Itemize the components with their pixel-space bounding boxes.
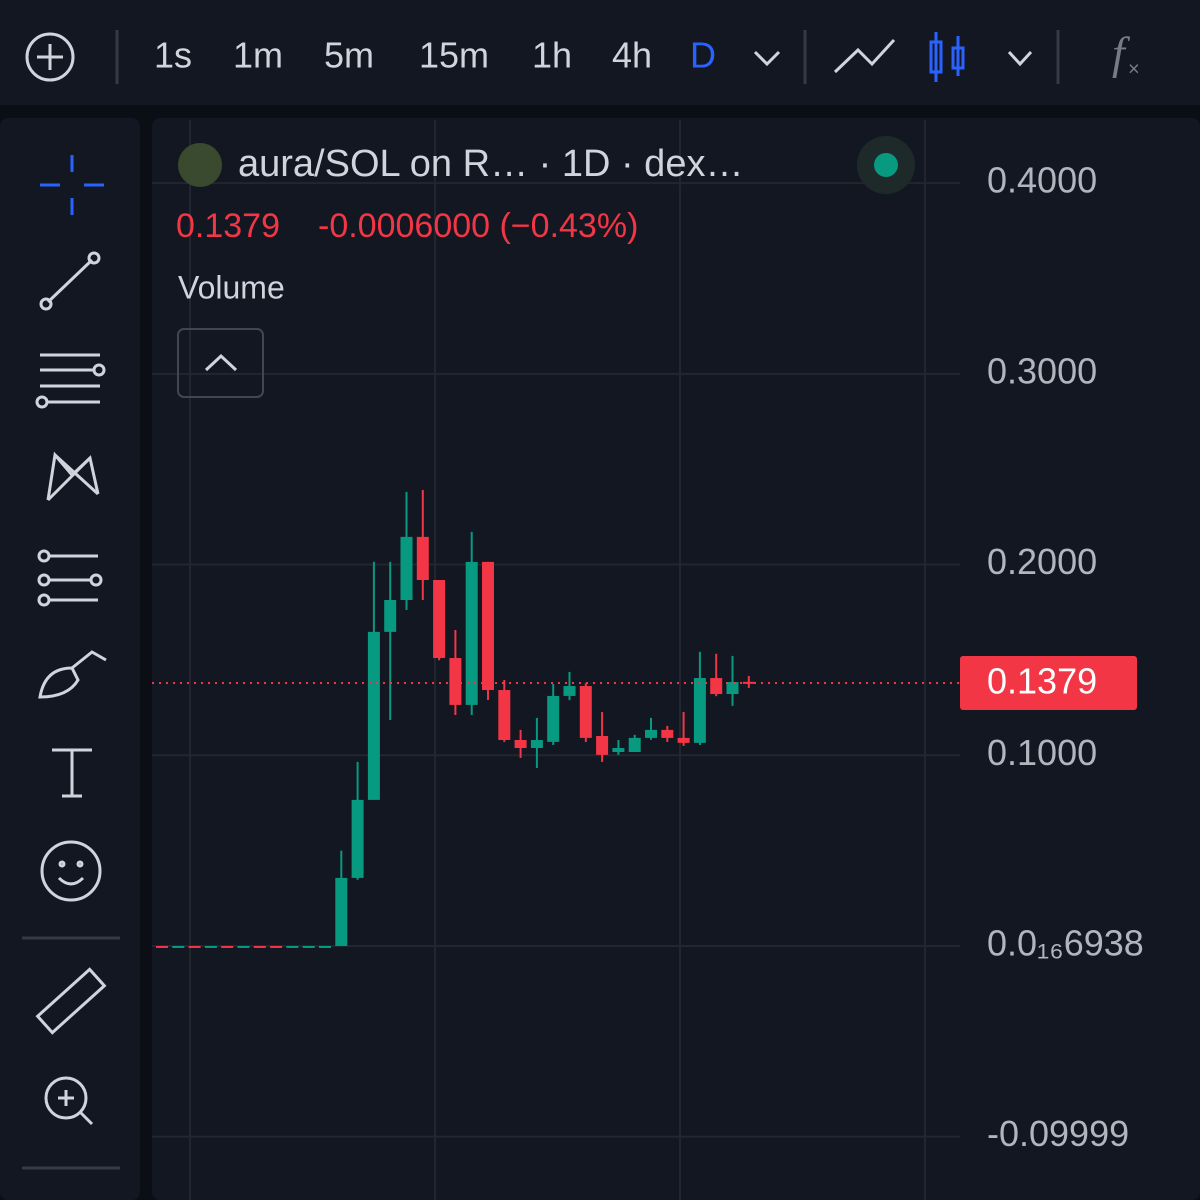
candle-body [563, 686, 576, 696]
interval-button[interactable]: 1h [532, 35, 572, 76]
candle-body [514, 740, 527, 749]
candle-body [726, 682, 739, 695]
y-tick-label: 0.3000 [987, 350, 1097, 391]
candle-body [710, 678, 723, 695]
interval-button[interactable]: 4h [612, 35, 652, 76]
last-price-label: 0.1379 [987, 660, 1097, 701]
candle-body [367, 631, 380, 800]
candle-body [628, 737, 641, 753]
collapse-icon [204, 353, 238, 372]
zoom-tool[interactable] [44, 1076, 94, 1126]
candle-body [188, 945, 201, 948]
candle-body [156, 945, 168, 948]
candle-body [612, 748, 625, 753]
candle-body [547, 695, 560, 742]
indicator-name[interactable]: Volume [178, 269, 285, 305]
candle-body [270, 945, 283, 948]
candle-chart-icon[interactable] [929, 32, 965, 82]
candle-body [465, 561, 478, 705]
line-chart-icon[interactable] [833, 38, 896, 74]
candle-body [530, 740, 543, 749]
candle-body [172, 945, 185, 948]
candle-body [384, 600, 397, 632]
y-tick-label: 0.0₁₆6938 [987, 922, 1144, 963]
drawing-tools [22, 155, 120, 1170]
text-tool[interactable] [52, 748, 92, 798]
y-tick-label: 0.4000 [987, 160, 1097, 201]
candle-body [433, 579, 446, 658]
candle-body [579, 686, 592, 738]
candle-body [302, 945, 315, 948]
candle-body [221, 945, 234, 948]
add-icon[interactable] [25, 32, 75, 82]
interval-button[interactable]: 5m [324, 35, 374, 76]
forecast-tool[interactable] [37, 549, 103, 607]
crosshair-tool[interactable] [40, 155, 104, 215]
emoji-tool[interactable] [40, 840, 102, 902]
candle-body [400, 536, 413, 601]
legend-price: 0.1379 [176, 207, 280, 245]
candle-body [482, 561, 494, 691]
top-toolbar [0, 0, 1200, 105]
candle-body [253, 945, 266, 948]
collapse-button[interactable] [177, 328, 264, 398]
candle-body [319, 945, 331, 948]
y-tick-label: 0.2000 [987, 541, 1097, 582]
candle-body [237, 945, 250, 948]
brush-tool[interactable] [38, 650, 107, 699]
indicators-icon[interactable]: × [1128, 58, 1140, 80]
interval-button[interactable]: 1s [154, 35, 192, 76]
candle-body [498, 690, 511, 741]
fib-tool[interactable] [35, 353, 106, 409]
interval-button[interactable]: 1m [233, 35, 283, 76]
interval-button[interactable]: D [690, 35, 716, 76]
chart-panel [152, 118, 1200, 1200]
candle-body [204, 945, 217, 948]
candle-body [645, 729, 657, 738]
y-tick-label: -0.09999 [987, 1113, 1129, 1154]
symbol-title[interactable]: aura/SOL on R… · 1D · dex… [238, 143, 743, 185]
candle-body [661, 729, 674, 738]
ruler-tool[interactable] [35, 967, 107, 1035]
candle-body [596, 735, 609, 755]
trendline-tool[interactable] [39, 251, 101, 311]
interval-button[interactable]: 15m [419, 35, 489, 76]
dropdown[interactable] [753, 50, 781, 67]
pattern-tool[interactable] [46, 451, 100, 502]
left-toolbar [0, 118, 140, 1200]
dropdown[interactable] [1007, 50, 1033, 67]
legend-change: -0.0006000 (−0.43%) [318, 207, 638, 245]
candle-body [416, 536, 429, 580]
y-tick-label: 0.1000 [987, 732, 1097, 773]
candle-body [351, 799, 364, 878]
candle-body [693, 678, 706, 743]
candle-body [335, 877, 348, 946]
status-dot [874, 153, 898, 177]
candle-body [677, 737, 690, 743]
symbol-logo [178, 143, 222, 187]
candle-body [286, 945, 299, 948]
candle-body [449, 657, 462, 705]
last-price-badge [960, 655, 1137, 710]
